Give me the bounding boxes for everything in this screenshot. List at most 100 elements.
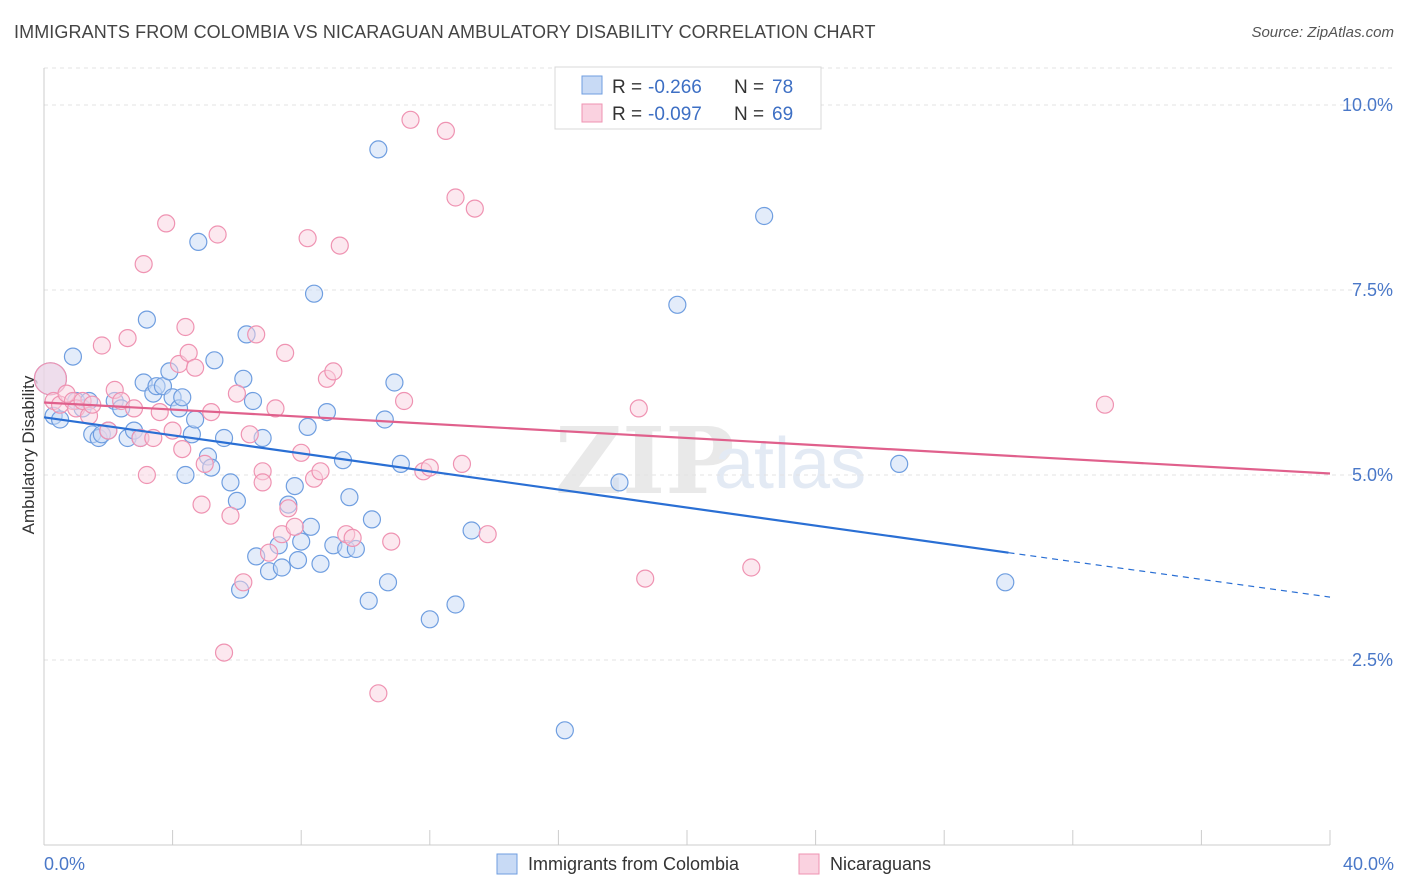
y-axis-title: Ambulatory Disability xyxy=(19,375,38,534)
grid-lines xyxy=(44,67,1394,661)
legend-r-label-colombia: R = xyxy=(612,77,642,98)
x-tick-label-max: 40.0% xyxy=(1343,854,1394,874)
nicaraguan-point xyxy=(234,573,253,592)
data-points xyxy=(33,110,1115,740)
colombia-point xyxy=(285,477,304,496)
colombia-point xyxy=(385,373,404,392)
nicaraguan-point xyxy=(465,199,484,218)
bottom-legend-label-colombia: Immigrants from Colombia xyxy=(528,854,740,874)
colombia-point xyxy=(182,425,201,444)
colombia-point xyxy=(420,610,439,629)
y-tick-label: 5.0% xyxy=(1352,465,1393,485)
nicaraguan-point xyxy=(401,110,420,129)
nicaraguan-point xyxy=(420,458,439,477)
nicaraguan-point xyxy=(150,403,169,422)
colombia-point xyxy=(359,591,378,610)
nicaraguan-point xyxy=(369,684,388,703)
bottom-legend-label-nicaraguans: Nicaraguans xyxy=(830,854,931,874)
colombia-point xyxy=(375,410,394,429)
colombia-point xyxy=(298,417,317,436)
nicaraguan-point xyxy=(478,525,497,544)
nicaraguan-point xyxy=(134,255,153,274)
nicaraguan-point xyxy=(324,362,343,381)
colombia-point xyxy=(391,454,410,473)
nicaraguan-point xyxy=(173,440,192,459)
colombia-point xyxy=(173,388,192,407)
colombia-point xyxy=(378,573,398,592)
nicaraguan-point xyxy=(186,358,205,377)
legend-n-label-nicaraguans: N = xyxy=(734,104,764,125)
stats-legend: R = -0.266 N = 78 R = -0.097 N = 69 xyxy=(554,66,822,130)
nicaraguan-point xyxy=(311,462,330,481)
y-tick-label: 7.5% xyxy=(1352,280,1393,300)
nicaraguan-point xyxy=(285,517,304,536)
legend-r-value-nicaraguans: -0.097 xyxy=(648,104,702,125)
legend-swatch-colombia xyxy=(581,75,603,95)
colombia-point xyxy=(288,550,308,570)
nicaraguan-point xyxy=(279,499,298,518)
nicaraguan-point xyxy=(192,495,211,514)
nicaraguan-point xyxy=(330,236,349,255)
nicaraguan-point xyxy=(221,506,240,525)
colombia-point xyxy=(890,454,909,473)
colombia-point xyxy=(301,517,320,536)
colombia-point xyxy=(340,488,359,507)
colombia-point xyxy=(610,473,629,492)
nicaraguan-point xyxy=(176,317,195,337)
colombia-point xyxy=(311,554,330,573)
colombia-point xyxy=(221,473,240,492)
nicaraguan-point xyxy=(276,343,295,362)
legend-r-label-nicaraguans: R = xyxy=(612,104,642,125)
colombia-trend-line xyxy=(43,416,1009,554)
y-tick-label: 10.0% xyxy=(1342,95,1393,115)
x-ticks xyxy=(43,830,1331,845)
colombia-point xyxy=(555,721,574,740)
nicaraguan-point xyxy=(195,454,214,473)
colombia-point xyxy=(996,573,1015,592)
nicaraguan-point xyxy=(446,188,465,207)
bottom-legend-swatch-colombia xyxy=(496,853,518,875)
colombia-point xyxy=(272,558,292,577)
nicaraguan-point xyxy=(247,325,266,344)
colombia-point xyxy=(304,284,324,303)
colombia-point xyxy=(186,410,205,429)
y-tick-labels: 2.5% 5.0% 7.5% 10.0% xyxy=(1342,95,1393,670)
nicaraguan-point xyxy=(137,465,156,485)
colombia-point xyxy=(189,232,208,251)
colombia-point xyxy=(137,310,156,329)
colombia-point xyxy=(668,295,687,314)
colombia-point xyxy=(63,347,83,366)
trend-lines xyxy=(43,401,1331,598)
nicaraguan-point xyxy=(208,225,227,244)
legend-n-label-colombia: N = xyxy=(734,77,764,98)
colombia-point xyxy=(243,391,263,411)
nicaraguan-point xyxy=(214,643,234,662)
watermark-atlas: atlas xyxy=(714,424,866,504)
colombia-point xyxy=(462,521,481,540)
nicaraguan-point xyxy=(436,121,455,140)
nicaraguan-point xyxy=(157,214,176,233)
nicaraguan-point xyxy=(636,569,655,588)
colombia-point xyxy=(755,206,774,226)
nicaraguan-point xyxy=(452,454,472,473)
nicaraguan-point xyxy=(240,425,259,444)
nicaraguan-point xyxy=(266,399,285,418)
source-note: Source: ZipAtlas.com xyxy=(1251,24,1394,41)
colombia-point xyxy=(369,140,388,159)
nicaraguan-point xyxy=(298,229,317,248)
legend-swatch-nicaraguans xyxy=(581,103,603,123)
nicaraguan-point xyxy=(1095,395,1115,414)
colombia-trend-extension xyxy=(1008,552,1331,598)
nicaraguan-point xyxy=(394,391,414,411)
nicaraguan-point xyxy=(118,329,137,348)
nicaraguan-point xyxy=(92,336,111,355)
nicaraguan-point xyxy=(343,528,362,548)
legend-n-value-colombia: 78 xyxy=(772,77,793,98)
nicaraguan-point xyxy=(253,473,272,492)
nicaraguan-trend-line xyxy=(43,401,1331,475)
nicaraguan-point xyxy=(382,532,401,551)
nicaraguan-point xyxy=(742,558,761,577)
colombia-point xyxy=(362,510,382,529)
x-tick-label-min: 0.0% xyxy=(44,854,85,874)
